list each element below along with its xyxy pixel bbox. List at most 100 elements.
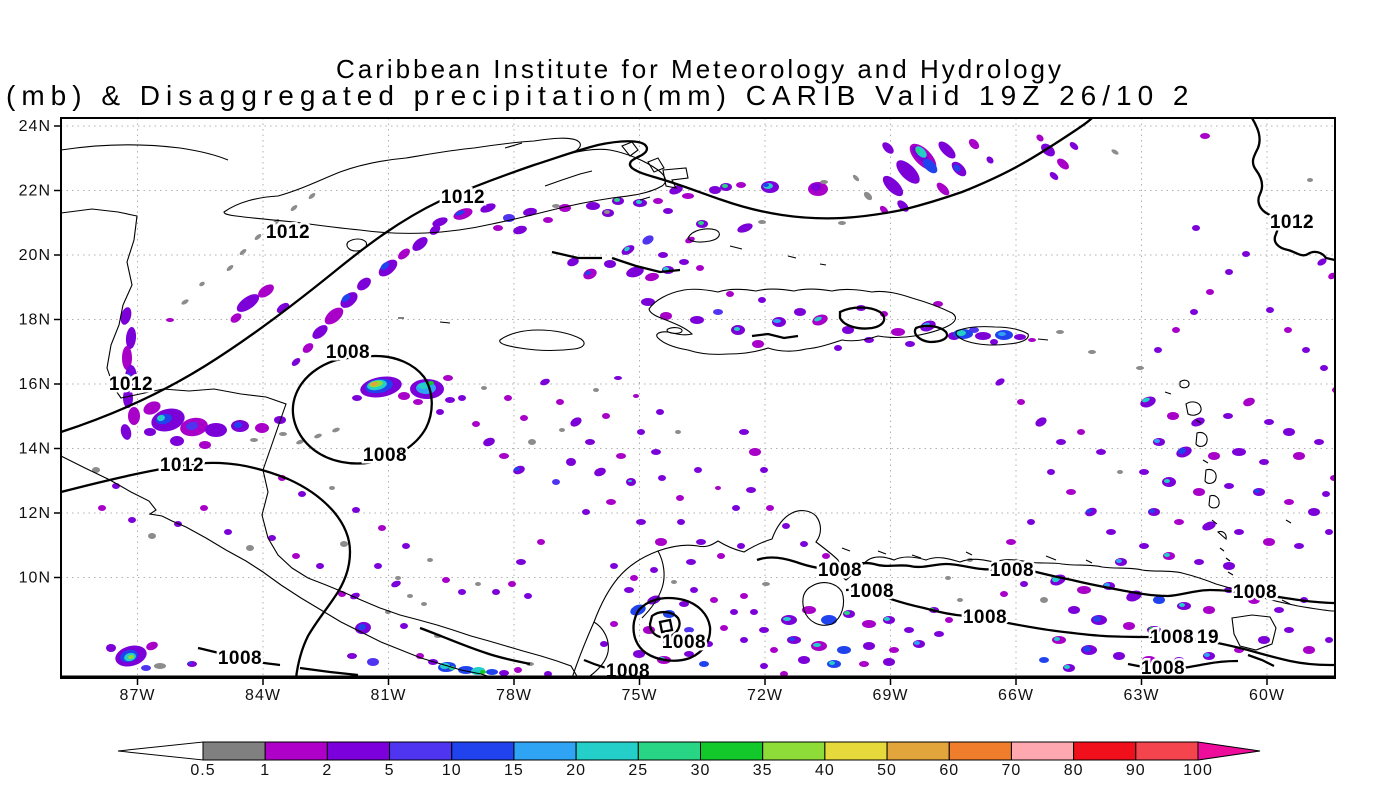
x-tick-label-63W: 63W bbox=[1124, 687, 1160, 704]
precip-blob bbox=[570, 417, 582, 427]
precip-blob bbox=[352, 507, 360, 513]
precip-blob bbox=[358, 623, 366, 631]
precip-blob bbox=[752, 340, 764, 348]
precip-blob bbox=[504, 395, 512, 401]
precip-blob bbox=[602, 413, 610, 419]
precip-blob bbox=[710, 597, 718, 603]
precip-blob bbox=[1093, 616, 1101, 622]
precip-blob bbox=[1259, 459, 1269, 465]
precip-blob bbox=[904, 627, 914, 633]
precip-blob bbox=[610, 563, 618, 569]
x-tick-label-87W: 87W bbox=[120, 687, 156, 704]
precip-blob bbox=[760, 467, 768, 473]
precip-blob bbox=[230, 313, 242, 323]
precip-blob bbox=[1283, 428, 1295, 436]
precip-blob bbox=[628, 480, 632, 482]
precip-blob bbox=[636, 519, 646, 525]
colorbar-value-90: 90 bbox=[1126, 762, 1146, 779]
precip-blob bbox=[205, 423, 227, 437]
colorbar-segment-5 bbox=[389, 741, 453, 761]
precip-blob bbox=[332, 427, 340, 433]
precip-blob bbox=[1088, 350, 1096, 354]
precip-blob bbox=[1054, 637, 1060, 641]
precip-blob bbox=[1242, 251, 1250, 257]
coast-great-inagua bbox=[687, 228, 720, 243]
precip-blob bbox=[884, 617, 890, 621]
precip-blob bbox=[1178, 447, 1186, 455]
precip-blob bbox=[1294, 543, 1304, 549]
isobar-hispaniola-loops bbox=[751, 306, 949, 344]
precip-blob bbox=[1274, 607, 1284, 613]
precip-blob bbox=[990, 339, 998, 345]
precip-blob bbox=[224, 529, 232, 535]
precip-blob bbox=[1232, 448, 1246, 456]
precip-blob bbox=[552, 204, 560, 208]
precip-blob bbox=[758, 220, 766, 224]
precip-blob bbox=[633, 650, 645, 658]
precip-blob bbox=[144, 428, 156, 436]
precip-blob bbox=[520, 415, 528, 421]
precip-blob bbox=[1293, 452, 1305, 460]
colorbar-segment-10 bbox=[451, 741, 515, 761]
pressure-label-1012: 1012 bbox=[441, 187, 485, 208]
y-tick-label-12N: 12N bbox=[19, 505, 51, 522]
colorbar-segment-2 bbox=[326, 741, 391, 761]
precip-blob bbox=[514, 667, 522, 673]
precip-blob bbox=[146, 641, 158, 651]
precip-blob bbox=[398, 392, 410, 400]
precip-blob bbox=[1056, 439, 1066, 445]
precip-blob bbox=[1284, 627, 1294, 633]
precip-blob bbox=[863, 191, 873, 201]
precip-blob bbox=[694, 467, 702, 473]
precip-blob bbox=[567, 257, 579, 267]
y-tick-label-14N: 14N bbox=[19, 441, 51, 458]
precip-blob bbox=[148, 533, 156, 539]
precip-blob bbox=[663, 208, 673, 214]
precip-blob bbox=[684, 651, 694, 657]
precip-blob bbox=[367, 658, 379, 666]
precip-blob bbox=[682, 193, 694, 199]
precip-blob bbox=[499, 453, 509, 459]
precip-blob bbox=[746, 487, 756, 493]
precip-blob bbox=[1056, 330, 1064, 334]
precip-blob bbox=[236, 294, 260, 312]
precip-blob bbox=[329, 486, 335, 490]
isobar-contours bbox=[61, 118, 1335, 678]
precip-blob bbox=[653, 198, 663, 204]
precip-blob bbox=[566, 458, 576, 466]
colorbar-segment-30 bbox=[700, 741, 764, 761]
precip-blob bbox=[1149, 509, 1155, 513]
precip-blob bbox=[250, 438, 258, 442]
precip-blob bbox=[1200, 133, 1210, 139]
coast-south-america bbox=[571, 510, 1335, 678]
precip-blob bbox=[1224, 483, 1234, 489]
pressure-label-19: 19 bbox=[1197, 627, 1219, 648]
precipitation-colorbar: 0.5 1 2 5 10 15 20 25 30 35 40 50 60 70 80 90 100 bbox=[117, 741, 1261, 779]
x-tick-label-72W: 72W bbox=[747, 687, 783, 704]
precip-blob bbox=[298, 491, 306, 497]
precip-blob bbox=[1322, 491, 1330, 497]
precip-blob bbox=[1284, 327, 1292, 333]
coast-yucatan-central-america bbox=[61, 208, 579, 678]
precip-blob bbox=[378, 259, 398, 277]
precip-blob bbox=[400, 623, 408, 629]
precip-blob bbox=[798, 656, 810, 664]
precip-blob bbox=[1069, 142, 1079, 150]
precip-blob bbox=[1266, 307, 1274, 313]
precip-blob bbox=[1040, 597, 1048, 603]
precip-blob bbox=[1014, 334, 1026, 340]
precip-blob bbox=[1193, 488, 1205, 496]
precip-blob bbox=[1258, 636, 1270, 644]
isobar-1012-west bbox=[61, 461, 352, 678]
precip-blob bbox=[128, 517, 136, 523]
precip-blob bbox=[352, 395, 362, 401]
colorbar-value-60: 60 bbox=[939, 762, 959, 779]
x-tick-label-84W: 84W bbox=[245, 687, 281, 704]
precip-blob bbox=[1077, 429, 1085, 435]
precip-blob bbox=[713, 309, 723, 315]
precip-blob bbox=[1047, 469, 1055, 475]
precip-blob bbox=[552, 479, 560, 485]
precip-blob bbox=[1111, 149, 1119, 155]
precip-blob bbox=[1234, 529, 1244, 535]
